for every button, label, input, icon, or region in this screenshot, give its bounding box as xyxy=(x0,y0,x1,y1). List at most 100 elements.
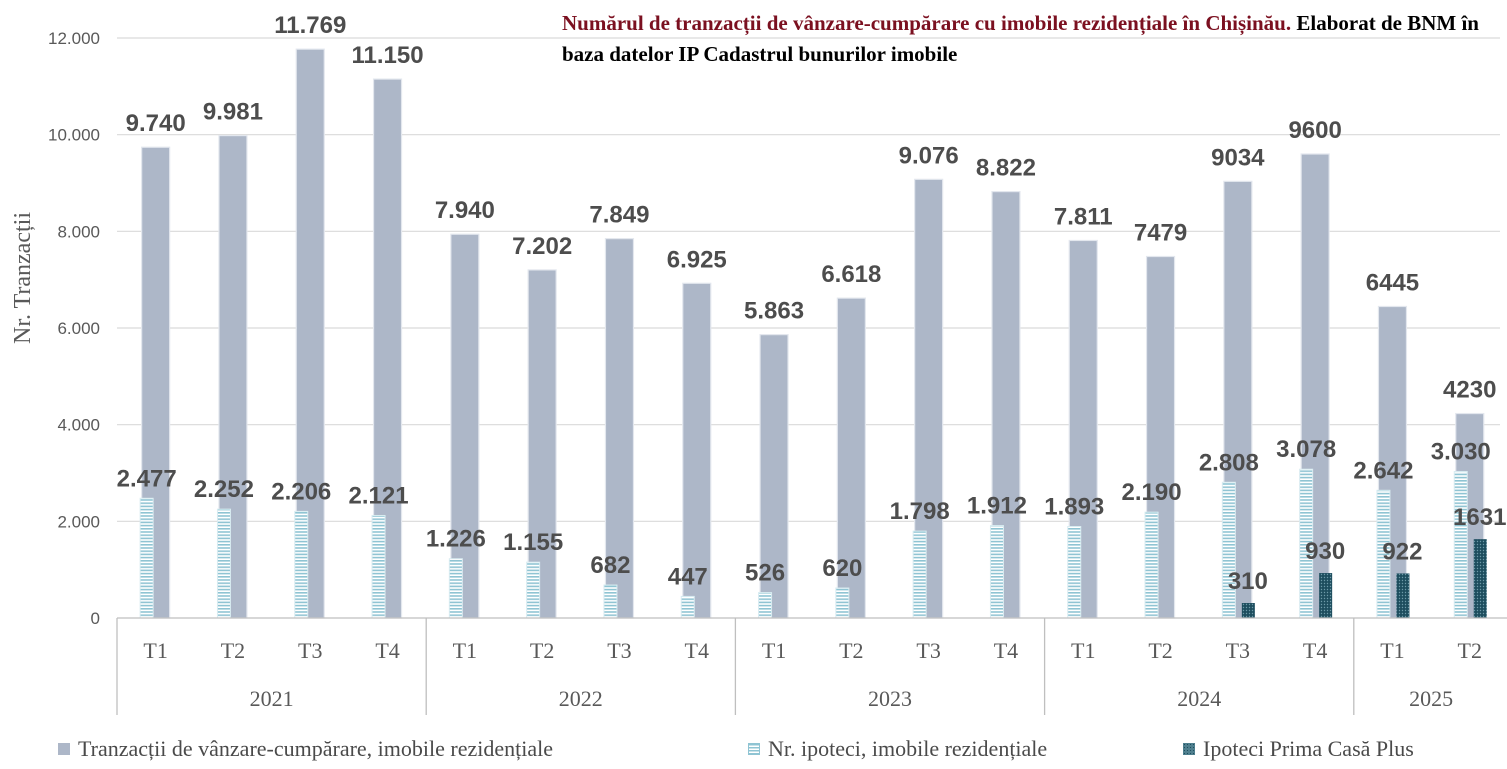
data-label-total: 7.940 xyxy=(435,197,495,224)
bar-ipoteci xyxy=(1144,511,1159,619)
data-label-total: 9600 xyxy=(1288,117,1341,144)
legend-swatch-total xyxy=(58,743,70,755)
data-label-total: 8.822 xyxy=(976,155,1036,182)
y-axis-ticks: 0 2.000 4.000 6.000 8.000 10.000 12.000 xyxy=(48,29,100,628)
legend-item-total: Tranzacții de vânzare-cumpărare, imobile… xyxy=(58,733,553,765)
bar-ipoteci xyxy=(758,592,773,619)
data-labels: 9.740 2.477 9.981 2.252 11.769 2.206 11.150 2.1… xyxy=(117,12,1507,595)
legend-item-prima-casa: Ipoteci Prima Casă Plus xyxy=(1183,733,1414,765)
data-label-prima-casa: 930 xyxy=(1305,538,1345,565)
x-group-label: 2023 xyxy=(868,686,912,711)
bars xyxy=(139,48,1487,619)
bar-ipoteci xyxy=(371,514,386,619)
data-label-ipoteci: 1.226 xyxy=(426,526,486,553)
data-label-ipoteci: 2.121 xyxy=(349,482,409,509)
data-label-ipoteci: 526 xyxy=(745,560,785,587)
x-tick-label: T2 xyxy=(530,638,554,663)
bar-prima-casa xyxy=(1241,603,1255,618)
data-label-total: 7479 xyxy=(1134,220,1187,247)
bar-total xyxy=(604,238,635,619)
x-tick-label: T1 xyxy=(762,638,786,663)
legend-swatch-prima-casa xyxy=(1183,743,1195,755)
bar-ipoteci xyxy=(294,510,309,619)
data-label-total: 9.981 xyxy=(203,99,263,126)
data-label-ipoteci: 2.642 xyxy=(1353,457,1413,484)
bar-ipoteci xyxy=(912,530,927,619)
data-label-total: 7.202 xyxy=(512,233,572,260)
x-tick-label: T3 xyxy=(916,638,940,663)
data-label-total: 11.769 xyxy=(274,12,346,39)
data-label-ipoteci: 2.477 xyxy=(117,465,177,492)
y-tick-label: 0 xyxy=(91,609,100,628)
y-tick-label: 10.000 xyxy=(48,126,100,145)
data-label-prima-casa: 310 xyxy=(1228,568,1268,595)
data-label-total: 7.811 xyxy=(1054,203,1113,230)
y-axis-label: Nr. Tranzacții xyxy=(10,212,36,344)
y-tick-label: 6.000 xyxy=(57,319,100,338)
x-group-label: 2022 xyxy=(559,686,603,711)
data-label-ipoteci: 2.252 xyxy=(194,476,254,503)
x-group-label: 2024 xyxy=(1177,686,1221,711)
bar-ipoteci xyxy=(1453,471,1468,619)
x-tick-label: T1 xyxy=(143,638,167,663)
bar-ipoteci xyxy=(448,558,463,619)
bar-ipoteci xyxy=(835,587,850,619)
data-label-ipoteci: 2.206 xyxy=(271,478,331,505)
chart-title: Numărul de tranzacții de vânzare-cumpăra… xyxy=(562,8,1502,70)
x-tick-label: T2 xyxy=(1458,638,1482,663)
x-tick-label: T4 xyxy=(994,638,1018,663)
data-label-ipoteci: 1.893 xyxy=(1044,494,1104,521)
x-tick-label: T1 xyxy=(1380,638,1404,663)
data-label-ipoteci: 682 xyxy=(590,552,630,579)
bar-ipoteci xyxy=(603,584,618,619)
y-tick-label: 2.000 xyxy=(57,512,100,531)
bar-total xyxy=(450,233,480,619)
bar-total xyxy=(836,297,866,619)
chart-title-part1: Numărul de tranzacții de vânzare-cumpăra… xyxy=(562,11,1292,35)
x-tick-label: T4 xyxy=(1303,638,1327,663)
data-label-total: 11.150 xyxy=(352,42,424,69)
legend: Tranzacții de vânzare-cumpărare, imobile… xyxy=(0,733,1507,765)
x-tick-label: T2 xyxy=(839,638,863,663)
data-label-ipoteci: 447 xyxy=(668,563,708,590)
x-group-label: 2025 xyxy=(1409,686,1453,711)
x-tick-label: T4 xyxy=(685,638,709,663)
gridlines xyxy=(117,37,1500,522)
bar-ipoteci xyxy=(680,595,695,619)
data-label-ipoteci: 1.912 xyxy=(967,493,1027,520)
bar-ipoteci xyxy=(216,508,231,619)
data-label-ipoteci: 1.798 xyxy=(890,498,950,525)
bar-total xyxy=(682,282,712,619)
bar-ipoteci xyxy=(1067,526,1082,619)
x-tick-label: T3 xyxy=(1226,638,1250,663)
legend-label-prima-casa: Ipoteci Prima Casă Plus xyxy=(1203,736,1414,761)
data-label-ipoteci: 2.190 xyxy=(1122,479,1182,506)
y-tick-label: 12.000 xyxy=(48,29,100,48)
data-label-ipoteci: 3.078 xyxy=(1276,436,1336,463)
data-label-total: 6.618 xyxy=(821,261,881,288)
x-tick-label: T1 xyxy=(1071,638,1095,663)
x-tick-label: T2 xyxy=(221,638,245,663)
data-label-total: 4230 xyxy=(1443,377,1496,404)
data-label-ipoteci: 1.155 xyxy=(503,529,563,556)
x-group-label: 2021 xyxy=(250,686,294,711)
bar-ipoteci xyxy=(1221,481,1236,619)
data-label-total: 5.863 xyxy=(744,298,804,325)
y-tick-label: 4.000 xyxy=(57,416,100,435)
bar-total xyxy=(759,334,789,619)
bar-ipoteci xyxy=(526,561,541,619)
data-label-prima-casa: 1631 xyxy=(1453,504,1506,531)
legend-label-total: Tranzacții de vânzare-cumpărare, imobile… xyxy=(78,736,553,761)
legend-swatch-ipoteci xyxy=(748,743,760,755)
data-label-total: 9.076 xyxy=(899,142,959,169)
data-label-total: 9034 xyxy=(1211,144,1265,171)
data-label-total: 9.740 xyxy=(126,110,186,137)
bar-prima-casa xyxy=(1319,573,1333,618)
data-label-ipoteci: 3.030 xyxy=(1431,439,1491,466)
data-label-ipoteci: 2.808 xyxy=(1199,449,1259,476)
x-tick-label: T1 xyxy=(453,638,477,663)
bar-prima-casa xyxy=(1473,539,1487,618)
legend-item-ipoteci: Nr. ipoteci, imobile rezidențiale xyxy=(748,733,1047,765)
y-tick-label: 8.000 xyxy=(57,222,100,241)
